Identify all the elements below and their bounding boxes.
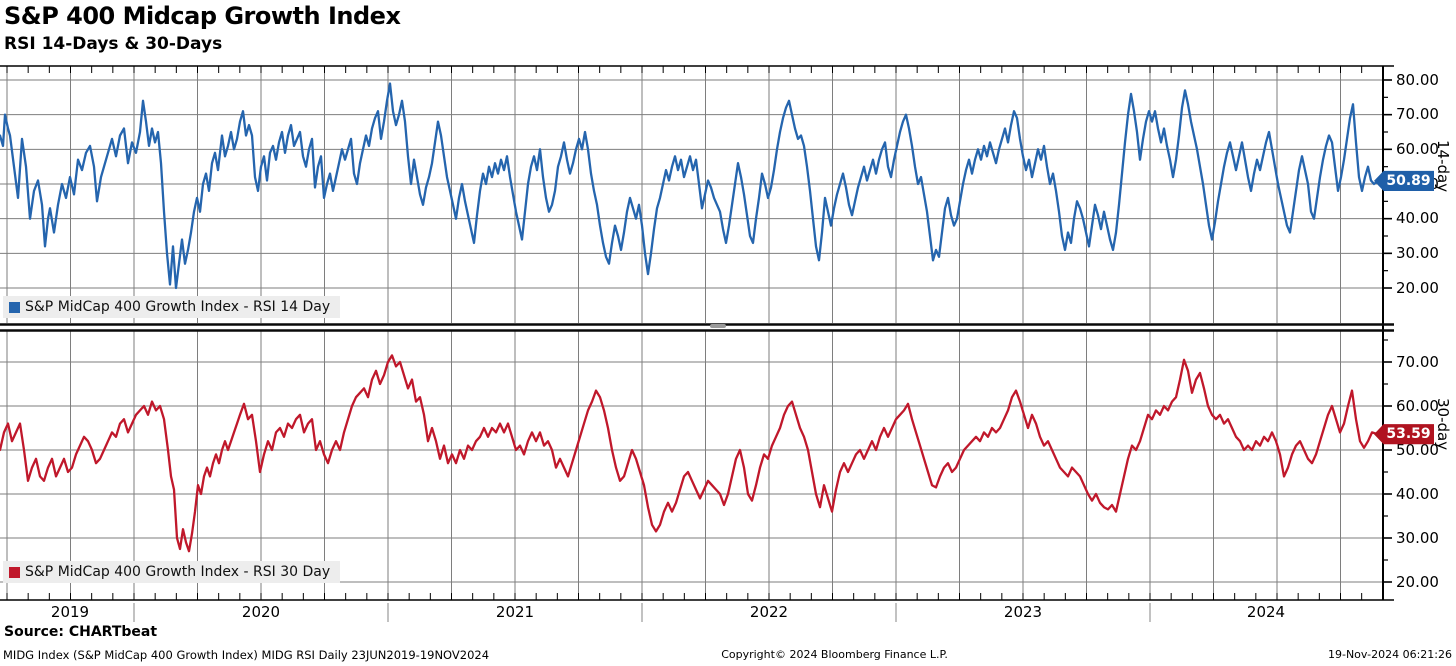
x-year-label: 2021 [495, 603, 535, 621]
rsi30-last-value-badge: 53.59 [1374, 424, 1434, 445]
legend-rsi14-label: S&P MidCap 400 Growth Index - RSI 14 Day [25, 299, 331, 315]
rsi30-legend-swatch-icon [9, 566, 20, 578]
rsi14-last-value: 50.89 [1386, 172, 1431, 189]
y-tick-label: 20.00 [1396, 278, 1439, 297]
page-title: S&P 400 Midcap Growth Index [4, 2, 401, 30]
x-year-label: 2019 [50, 603, 90, 621]
rsi30-axis-title: 30-day [1434, 398, 1452, 451]
x-year-label: 2024 [1246, 603, 1286, 621]
y-tick-label: 60.00 [1396, 139, 1439, 158]
page-subtitle: RSI 14-Days & 30-Days [4, 34, 223, 54]
panel-splitter-handle[interactable] [710, 324, 726, 328]
y-tick-label: 80.00 [1396, 70, 1439, 89]
y-tick-label: 30.00 [1396, 528, 1439, 547]
footer-copyright: Copyright© 2024 Bloomberg Finance L.P. [721, 648, 948, 661]
footer-timestamp: 19-Nov-2024 06:21:26 [1327, 648, 1452, 661]
x-year-label: 2022 [749, 603, 789, 621]
legend-rsi30[interactable]: S&P MidCap 400 Growth Index - RSI 30 Day [3, 561, 341, 583]
y-tick-label: 70.00 [1396, 352, 1439, 371]
rsi14-legend-swatch-icon [9, 301, 20, 313]
y-tick-label: 50.00 [1396, 440, 1439, 459]
y-tick-label: 40.00 [1396, 484, 1439, 503]
footer-meta: MIDG Index (S&P MidCap 400 Growth Index)… [3, 648, 490, 662]
rsi14-last-value-badge: 50.89 [1374, 170, 1434, 191]
y-tick-label: 40.00 [1396, 209, 1439, 228]
y-tick-label: 70.00 [1396, 105, 1439, 124]
x-year-label: 2020 [241, 603, 281, 621]
source-label: Source: CHARTbeat [4, 624, 158, 640]
y-tick-label: 60.00 [1396, 396, 1439, 415]
rsi14-axis-title: 14-day [1434, 140, 1452, 193]
x-year-label: 2023 [1003, 603, 1043, 621]
y-tick-label: 20.00 [1396, 572, 1439, 591]
y-tick-label: 30.00 [1396, 243, 1439, 262]
legend-rsi30-label: S&P MidCap 400 Growth Index - RSI 30 Day [25, 564, 331, 580]
legend-rsi14[interactable]: S&P MidCap 400 Growth Index - RSI 14 Day [3, 296, 341, 318]
rsi30-last-value: 53.59 [1386, 426, 1431, 443]
